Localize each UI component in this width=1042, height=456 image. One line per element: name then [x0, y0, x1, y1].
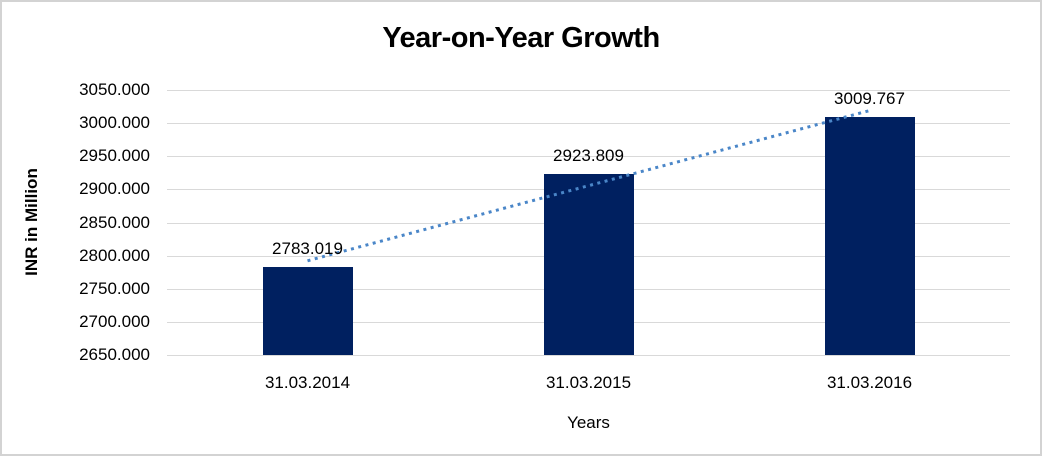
x-tick-label: 31.03.2015	[545, 373, 632, 392]
x-tick-label: 31.03.2016	[826, 373, 913, 392]
bar-value-label: 2783.019	[272, 238, 343, 258]
y-tick-label: 3050.000	[79, 80, 150, 99]
x-tick-label: 31.03.2014	[264, 373, 351, 392]
y-tick-label: 2700.000	[79, 311, 150, 331]
bar-31.03.2014	[262, 266, 353, 355]
bar-value-label: 2923.809	[553, 145, 624, 165]
y-tick-label: 2950.000	[79, 146, 150, 166]
x-axis-title: Years	[567, 413, 610, 432]
bar-31.03.2016	[824, 116, 915, 355]
bar-31.03.2015	[543, 173, 634, 355]
chart-title: Year-on-Year Growth	[382, 22, 660, 54]
y-tick-label: 2850.000	[79, 212, 150, 232]
y-tick-label: 2900.000	[79, 179, 150, 199]
bar-value-label: 3009.767	[834, 88, 905, 108]
y-tick-label: 2650.000	[79, 345, 150, 364]
y-tick-label: 2750.000	[79, 278, 150, 298]
y-tick-label: 2800.000	[79, 245, 150, 265]
plot-area	[167, 90, 1010, 356]
y-tick-label: 3000.000	[79, 113, 150, 133]
gridline	[167, 355, 1010, 356]
trendline	[307, 109, 870, 263]
